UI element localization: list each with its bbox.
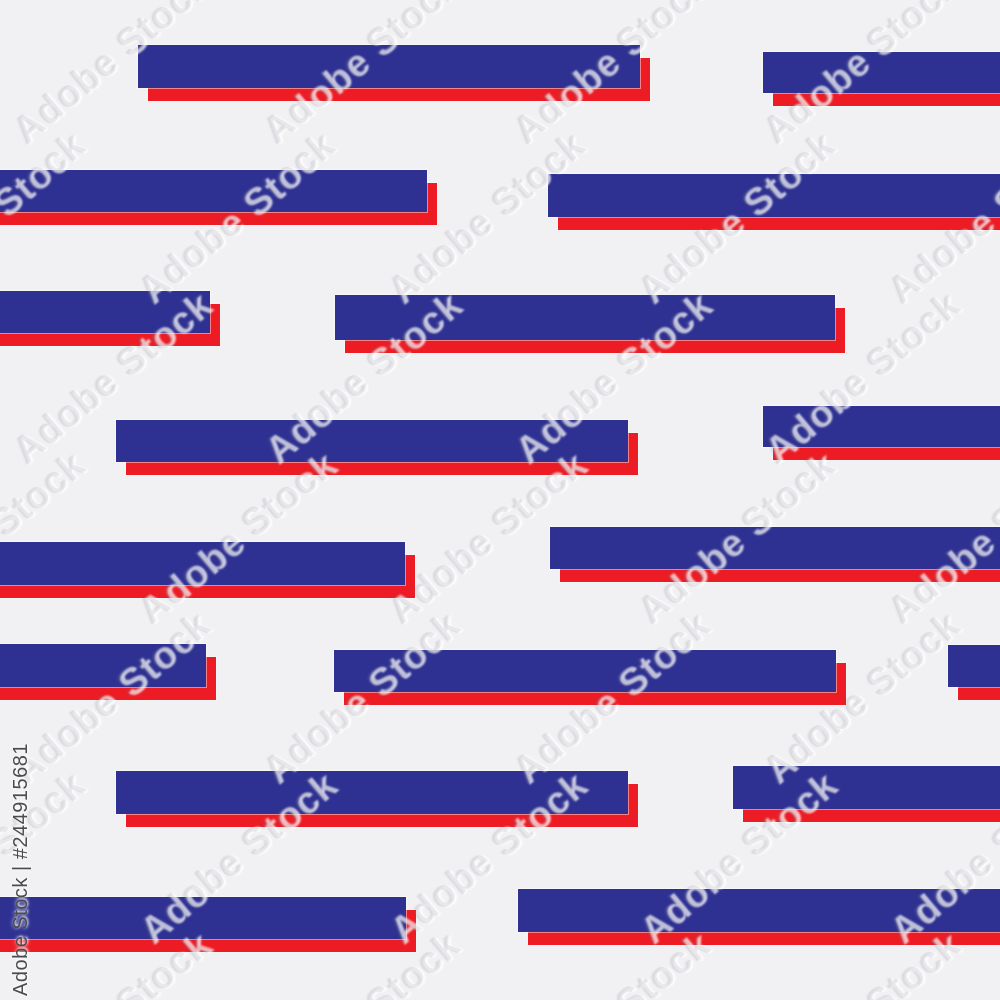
stripe-bar bbox=[0, 291, 210, 333]
stripe-bar bbox=[518, 889, 1000, 932]
stripe-bar bbox=[948, 645, 1000, 687]
stripe-bar bbox=[334, 650, 836, 692]
stripe-bar bbox=[138, 45, 640, 88]
watermark-text: Adobe Stock bbox=[0, 443, 94, 633]
stripe-bar bbox=[763, 406, 1000, 447]
stripe-bar bbox=[335, 295, 835, 340]
stripe-bar bbox=[0, 542, 405, 585]
stripe-bar bbox=[116, 771, 628, 814]
stripe-bar bbox=[0, 897, 406, 939]
stripe-bar bbox=[733, 766, 1000, 809]
stripe-bar bbox=[0, 170, 427, 212]
stripe-bar bbox=[763, 52, 1000, 93]
watermark-id-label: Adobe Stock | #244915681 bbox=[10, 743, 32, 996]
stripe-bar bbox=[550, 527, 1000, 569]
stripe-bar bbox=[0, 644, 206, 687]
stripe-bar bbox=[548, 174, 1000, 217]
stripe-bar bbox=[116, 420, 628, 462]
